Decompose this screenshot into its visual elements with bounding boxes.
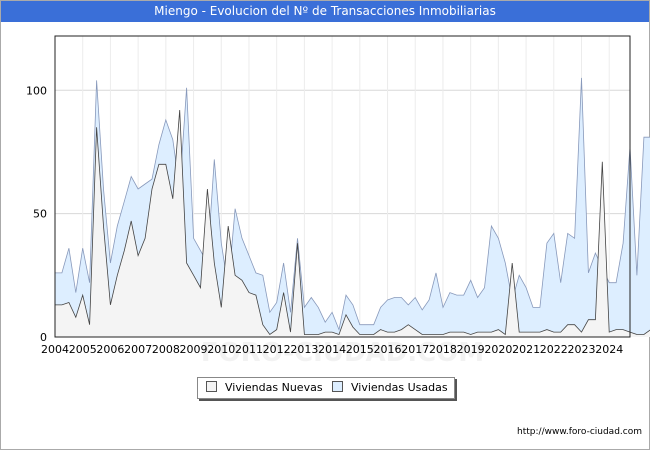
x-tick-label: 2005 [69,343,97,356]
x-tick-label: 2024 [595,343,623,356]
x-tick-label: 2014 [318,343,346,356]
chart-title: Miengo - Evolucion del Nº de Transaccion… [154,4,496,18]
y-tick-label: 50 [33,208,47,221]
legend-item-nuevas: Viviendas Nuevas [206,381,323,394]
x-tick-label: 2020 [484,343,512,356]
legend-label-nuevas: Viviendas Nuevas [225,381,323,394]
x-tick-label: 2013 [290,343,318,356]
x-tick-label: 2021 [512,343,540,356]
x-tick-label: 2009 [180,343,208,356]
x-tick-label: 2018 [429,343,457,356]
x-tick-label: 2023 [568,343,596,356]
x-tick-label: 2011 [235,343,263,356]
legend-swatch-usadas [332,381,343,392]
watermark: FORO-CIUDAD.COM [201,338,484,368]
x-tick-label: 2015 [346,343,374,356]
x-tick-label: 2007 [124,343,152,356]
x-tick-label: 2022 [540,343,568,356]
series-line-usadas [55,77,650,331]
y-axis-ticks: 0 50 100 [26,84,47,344]
x-tick-label: 2006 [96,343,124,356]
x-tick-label: 2017 [401,343,429,356]
watermark-layer: FORO-CIUDAD.COM [201,338,484,368]
legend-swatch-nuevas [206,381,217,392]
x-tick-label: 2010 [207,343,235,356]
x-tick-label: 2008 [152,343,180,356]
legend-item-usadas: Viviendas Usadas [332,381,448,394]
plot-border [54,35,631,338]
x-tick-label: 2004 [41,343,69,356]
series-areas [55,77,650,337]
x-tick-label: 2016 [374,343,402,356]
series-area-nuevas [55,110,650,337]
x-axis-ticks: 2004 2005 2006 2007 2008 2009 2010 2011 2012 2013… [41,343,623,356]
axes [54,35,631,338]
y-tick-label: 100 [26,84,47,97]
x-tick-label: 2019 [457,343,485,356]
y-tick-label: 0 [40,331,47,344]
series-line-nuevas [55,109,650,336]
legend-label-usadas: Viviendas Usadas [351,381,448,394]
title-bar: Miengo - Evolucion del Nº de Transaccion… [1,1,649,22]
legend: Viviendas Nuevas Viviendas Usadas [197,377,455,399]
x-tick-label: 2012 [263,343,291,356]
source-url: http://www.foro-ciudad.com [517,427,642,437]
